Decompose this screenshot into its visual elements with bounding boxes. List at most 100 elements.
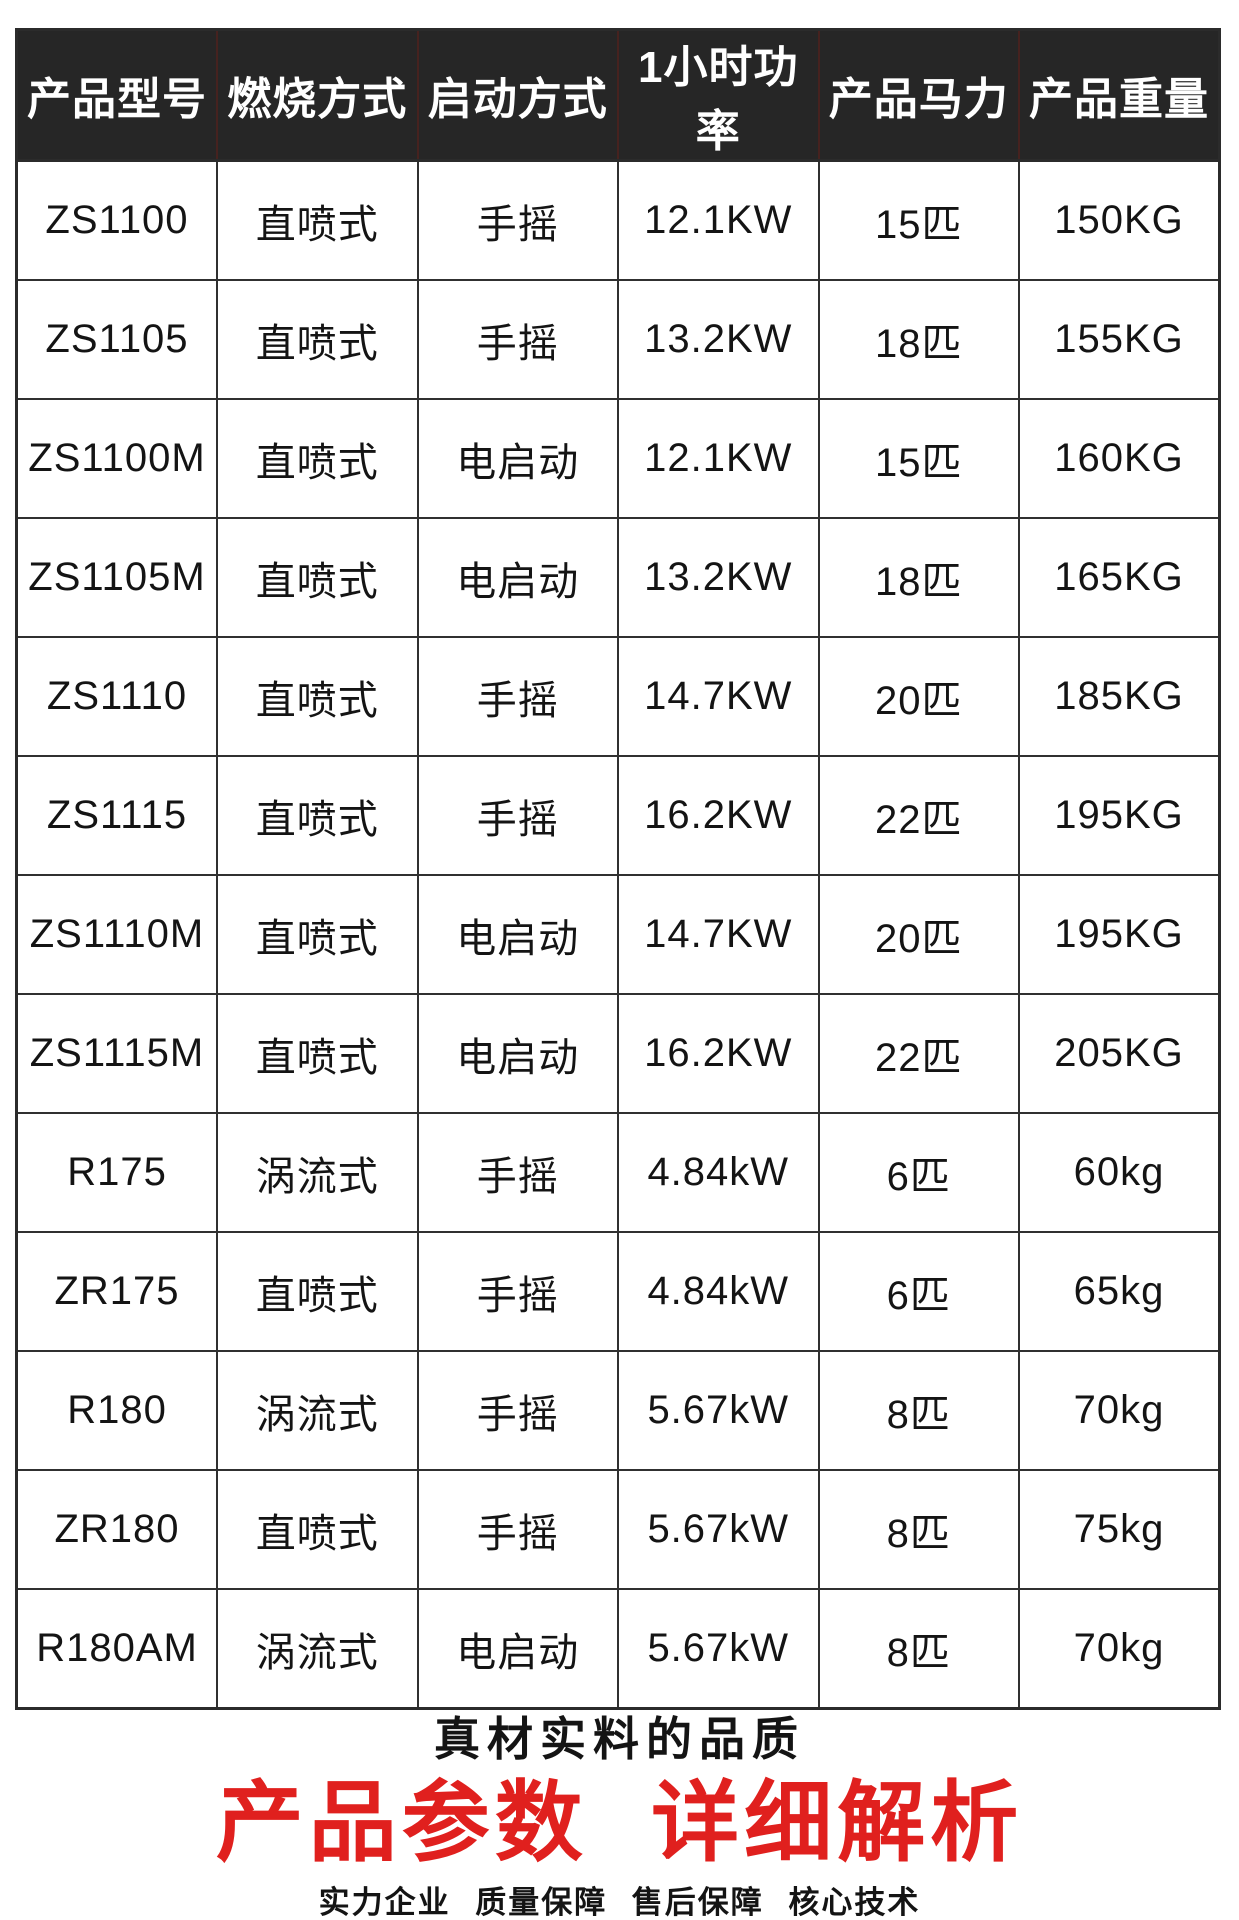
table-cell: R180 (15, 1350, 218, 1471)
table-cell: 手摇 (416, 1231, 619, 1352)
quality-tagline: 真材实料的品质 (434, 1713, 805, 1765)
table-cell: R175 (15, 1112, 218, 1233)
table-cell: 5.67kW (617, 1469, 820, 1590)
table-cell: 5.67kW (617, 1350, 820, 1471)
table-row: ZR175 直喷式 手摇 4.84kW 6匹 65kg (15, 1231, 1221, 1352)
table-cell: 15匹 (817, 398, 1020, 519)
table-cell: 15匹 (817, 159, 1020, 281)
table-cell: 70kg (1018, 1588, 1221, 1710)
table-cell: 直喷式 (216, 1469, 419, 1590)
table-cell: 16.2KW (617, 993, 820, 1114)
table-cell: 手摇 (416, 1469, 619, 1590)
table-cell: 4.84kW (617, 1231, 820, 1352)
table-cell: 155KG (1018, 279, 1221, 400)
table-cell: 直喷式 (216, 1231, 419, 1352)
table-cell: ZR180 (15, 1469, 218, 1590)
table-cell: 16.2KW (617, 755, 820, 876)
table-cell: 160KG (1018, 398, 1221, 519)
column-header-3: 1小时功率 (618, 29, 820, 162)
spec-table-header-row: 产品型号 燃烧方式 启动方式 1小时功率 产品马力 产品重量 (16, 29, 1220, 162)
table-row: R175 涡流式 手摇 4.84kW 6匹 60kg (15, 1112, 1221, 1233)
table-cell: 14.7KW (617, 636, 820, 757)
table-cell: ZS1115 (15, 755, 218, 876)
table-cell: ZS1110 (15, 636, 218, 757)
table-cell: 12.1KW (617, 159, 820, 281)
footer-banner: 真材实料的品质 产品参数 详细解析 实力企业 质量保障 售后保障 核心技术 (0, 1712, 1239, 1920)
table-cell: ZS1115M (15, 993, 218, 1114)
table-cell: 8匹 (817, 1469, 1020, 1590)
table-cell: R180AM (15, 1588, 218, 1710)
table-cell: 手摇 (416, 159, 619, 281)
table-cell: 直喷式 (216, 874, 419, 995)
table-cell: 18匹 (817, 517, 1020, 638)
table-cell: 涡流式 (216, 1588, 419, 1710)
table-row: ZS1115M 直喷式 电启动 16.2KW 22匹 205KG (15, 993, 1221, 1114)
table-cell: 205KG (1018, 993, 1221, 1114)
table-cell: 18匹 (817, 279, 1020, 400)
table-cell: 直喷式 (216, 993, 419, 1114)
spec-table-header: 产品型号 燃烧方式 启动方式 1小时功率 产品马力 产品重量 (16, 29, 1220, 162)
table-cell: 195KG (1018, 755, 1221, 876)
table-cell: ZS1110M (15, 874, 218, 995)
table-row: R180 涡流式 手摇 5.67kW 8匹 70kg (15, 1350, 1221, 1471)
table-cell: ZS1105 (15, 279, 218, 400)
column-header-2: 启动方式 (417, 29, 619, 162)
table-cell: 65kg (1018, 1231, 1221, 1352)
table-cell: 6匹 (817, 1112, 1020, 1233)
table-row: ZS1100M 直喷式 电启动 12.1KW 15匹 160KG (15, 398, 1221, 519)
table-cell: 8匹 (817, 1350, 1020, 1471)
table-row: ZS1105M 直喷式 电启动 13.2KW 18匹 165KG (15, 517, 1221, 638)
table-cell: 直喷式 (216, 636, 419, 757)
table-cell: ZS1105M (15, 517, 218, 638)
column-header-4: 产品马力 (818, 29, 1020, 162)
table-cell: 75kg (1018, 1469, 1221, 1590)
table-row: ZS1115 直喷式 手摇 16.2KW 22匹 195KG (15, 755, 1221, 876)
table-cell: ZS1100M (15, 398, 218, 519)
table-cell: ZR175 (15, 1231, 218, 1352)
table-cell: 直喷式 (216, 755, 419, 876)
table-cell: 涡流式 (216, 1350, 419, 1471)
table-cell: 185KG (1018, 636, 1221, 757)
table-cell: 直喷式 (216, 159, 419, 281)
table-cell: 4.84kW (617, 1112, 820, 1233)
table-cell: 150KG (1018, 159, 1221, 281)
spec-table-body: ZS1100 直喷式 手摇 12.1KW 15匹 150KG ZS1105 直喷式 手摇 13.2… (15, 159, 1221, 1710)
table-cell: 13.2KW (617, 279, 820, 400)
table-cell: 70kg (1018, 1350, 1221, 1471)
table-cell: 手摇 (416, 1112, 619, 1233)
table-cell: 5.67kW (617, 1588, 820, 1710)
table-cell: 22匹 (817, 993, 1020, 1114)
column-header-1: 燃烧方式 (217, 29, 419, 162)
column-header-0: 产品型号 (16, 29, 218, 162)
column-header-5: 产品重量 (1019, 29, 1220, 162)
table-row: R180AM 涡流式 电启动 5.67kW 8匹 70kg (15, 1588, 1221, 1710)
table-cell: 195KG (1018, 874, 1221, 995)
table-cell: 直喷式 (216, 398, 419, 519)
table-cell: 涡流式 (216, 1112, 419, 1233)
table-cell: 6匹 (817, 1231, 1020, 1352)
table-row: ZS1110 直喷式 手摇 14.7KW 20匹 185KG (15, 636, 1221, 757)
table-cell: 电启动 (416, 993, 619, 1114)
table-cell: 13.2KW (617, 517, 820, 638)
table-cell: 14.7KW (617, 874, 820, 995)
product-spec-table-container: 产品型号 燃烧方式 启动方式 1小时功率 产品马力 产品重量 ZS1100 直喷式 手摇 12.… (15, 28, 1221, 1710)
table-cell: 60kg (1018, 1112, 1221, 1233)
table-cell: 直喷式 (216, 279, 419, 400)
table-row: ZS1100 直喷式 手摇 12.1KW 15匹 150KG (15, 159, 1221, 281)
table-cell: 手摇 (416, 1350, 619, 1471)
table-cell: 12.1KW (617, 398, 820, 519)
table-row: ZR180 直喷式 手摇 5.67kW 8匹 75kg (15, 1469, 1221, 1590)
table-row: ZS1105 直喷式 手摇 13.2KW 18匹 155KG (15, 279, 1221, 400)
guarantee-subline: 实力企业 质量保障 售后保障 核心技术 (318, 1884, 921, 1920)
table-cell: 20匹 (817, 636, 1020, 757)
table-cell: 20匹 (817, 874, 1020, 995)
table-cell: 电启动 (416, 517, 619, 638)
table-cell: 8匹 (817, 1588, 1020, 1710)
table-cell: 直喷式 (216, 517, 419, 638)
table-cell: ZS1100 (15, 159, 218, 281)
table-cell: 手摇 (416, 755, 619, 876)
table-cell: 电启动 (416, 1588, 619, 1710)
table-cell: 22匹 (817, 755, 1020, 876)
table-cell: 电启动 (416, 874, 619, 995)
product-spec-table: 产品型号 燃烧方式 启动方式 1小时功率 产品马力 产品重量 ZS1100 直喷式 手摇 12.… (15, 28, 1221, 1710)
